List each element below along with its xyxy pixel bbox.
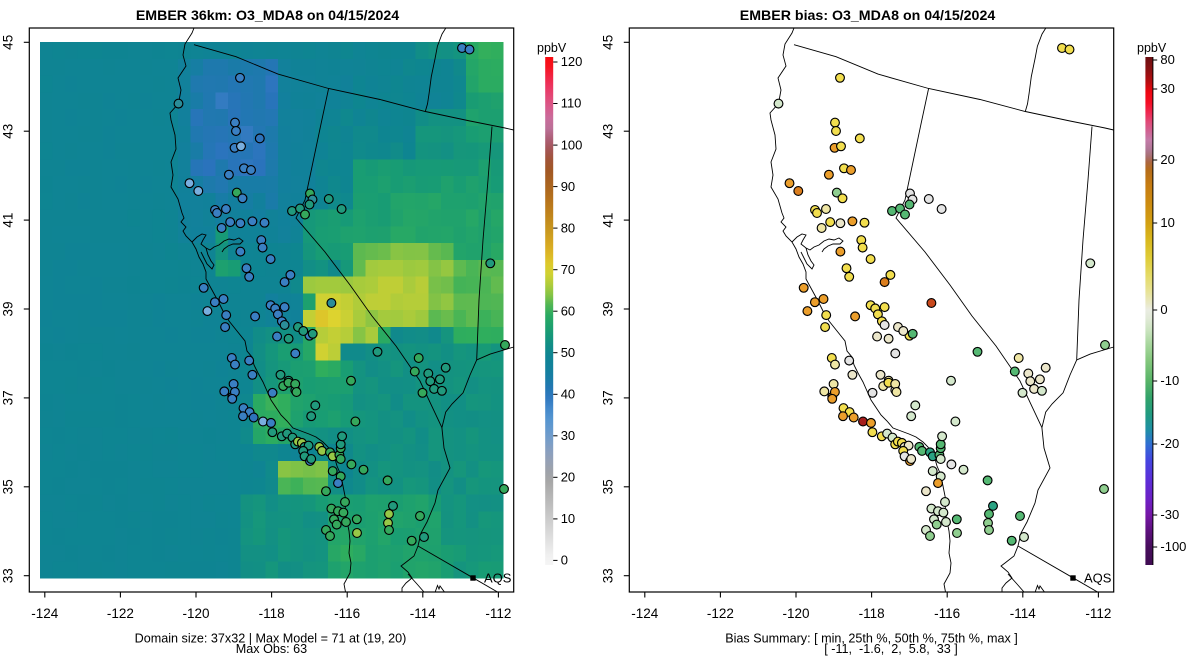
svg-text:-124: -124 (31, 606, 59, 621)
svg-text:AQS: AQS (484, 571, 512, 586)
svg-text:-112: -112 (485, 606, 511, 621)
svg-text:EMBER bias: O3_MDA8 on 04/15/2: EMBER bias: O3_MDA8 on 04/15/2024 (740, 8, 996, 24)
svg-text:-100: -100 (1160, 539, 1186, 554)
svg-text:80: 80 (1160, 52, 1174, 67)
svg-text:-116: -116 (934, 606, 960, 621)
svg-text:39: 39 (600, 301, 615, 316)
svg-text:20: 20 (1160, 152, 1174, 167)
svg-text:37: 37 (0, 390, 15, 405)
svg-text:30: 30 (561, 428, 575, 443)
svg-text:0: 0 (1160, 302, 1167, 317)
svg-text:-118: -118 (259, 606, 285, 621)
svg-text:EMBER 36km: O3_MDA8 on 04/15/2: EMBER 36km: O3_MDA8 on 04/15/2024 (136, 8, 399, 24)
svg-text:-114: -114 (410, 606, 437, 621)
svg-text:43: 43 (0, 124, 15, 139)
svg-text:100: 100 (561, 137, 583, 152)
svg-text:70: 70 (561, 262, 575, 277)
svg-text:33: 33 (0, 568, 15, 583)
svg-text:37: 37 (600, 390, 615, 405)
svg-text:33: 33 (600, 568, 615, 583)
svg-text:39: 39 (0, 301, 15, 316)
svg-text:-114: -114 (1010, 606, 1037, 621)
svg-text:10: 10 (561, 511, 575, 526)
svg-text:ppbV: ppbV (537, 41, 567, 55)
svg-text:41: 41 (600, 213, 615, 228)
svg-text:-120: -120 (182, 606, 209, 621)
svg-text:-122: -122 (707, 606, 734, 621)
svg-text:110: 110 (561, 96, 582, 111)
svg-text:-120: -120 (782, 606, 809, 621)
svg-text:-20: -20 (1160, 436, 1179, 451)
svg-text:35: 35 (600, 479, 615, 494)
svg-text:45: 45 (0, 35, 15, 50)
svg-text:41: 41 (0, 213, 15, 228)
svg-text:Max Obs: 63: Max Obs: 63 (236, 642, 307, 656)
svg-text:60: 60 (561, 303, 575, 318)
svg-text:43: 43 (600, 124, 615, 139)
svg-text:35: 35 (0, 479, 15, 494)
svg-text:45: 45 (600, 35, 615, 50)
svg-text:40: 40 (561, 387, 575, 402)
svg-text:[ -11, -1.6, 2, 5.8, 33 ]: [ -11, -1.6, 2, 5.8, 33 ] (824, 642, 957, 656)
svg-text:Domain size: 37x32 | Max Model: Domain size: 37x32 | Max Model = 71 at (… (135, 631, 407, 645)
svg-text:-116: -116 (334, 606, 360, 621)
svg-text:50: 50 (561, 345, 575, 360)
svg-text:30: 30 (1160, 81, 1174, 96)
svg-text:Bias Summary: [ min, 25th %, 5: Bias Summary: [ min, 25th %, 50th %, 75t… (725, 631, 1018, 645)
svg-text:0: 0 (561, 553, 568, 568)
svg-text:-10: -10 (1160, 373, 1179, 388)
svg-text:80: 80 (561, 220, 575, 235)
svg-text:120: 120 (561, 54, 583, 69)
svg-text:AQS: AQS (1084, 571, 1112, 586)
svg-text:-118: -118 (859, 606, 885, 621)
svg-text:-30: -30 (1160, 507, 1179, 522)
svg-text:-122: -122 (107, 606, 134, 621)
svg-text:20: 20 (561, 470, 575, 485)
svg-text:-112: -112 (1085, 606, 1111, 621)
svg-text:-124: -124 (631, 606, 659, 621)
svg-text:10: 10 (1160, 215, 1174, 230)
svg-text:90: 90 (561, 179, 575, 194)
svg-text:ppbV: ppbV (1137, 41, 1167, 55)
